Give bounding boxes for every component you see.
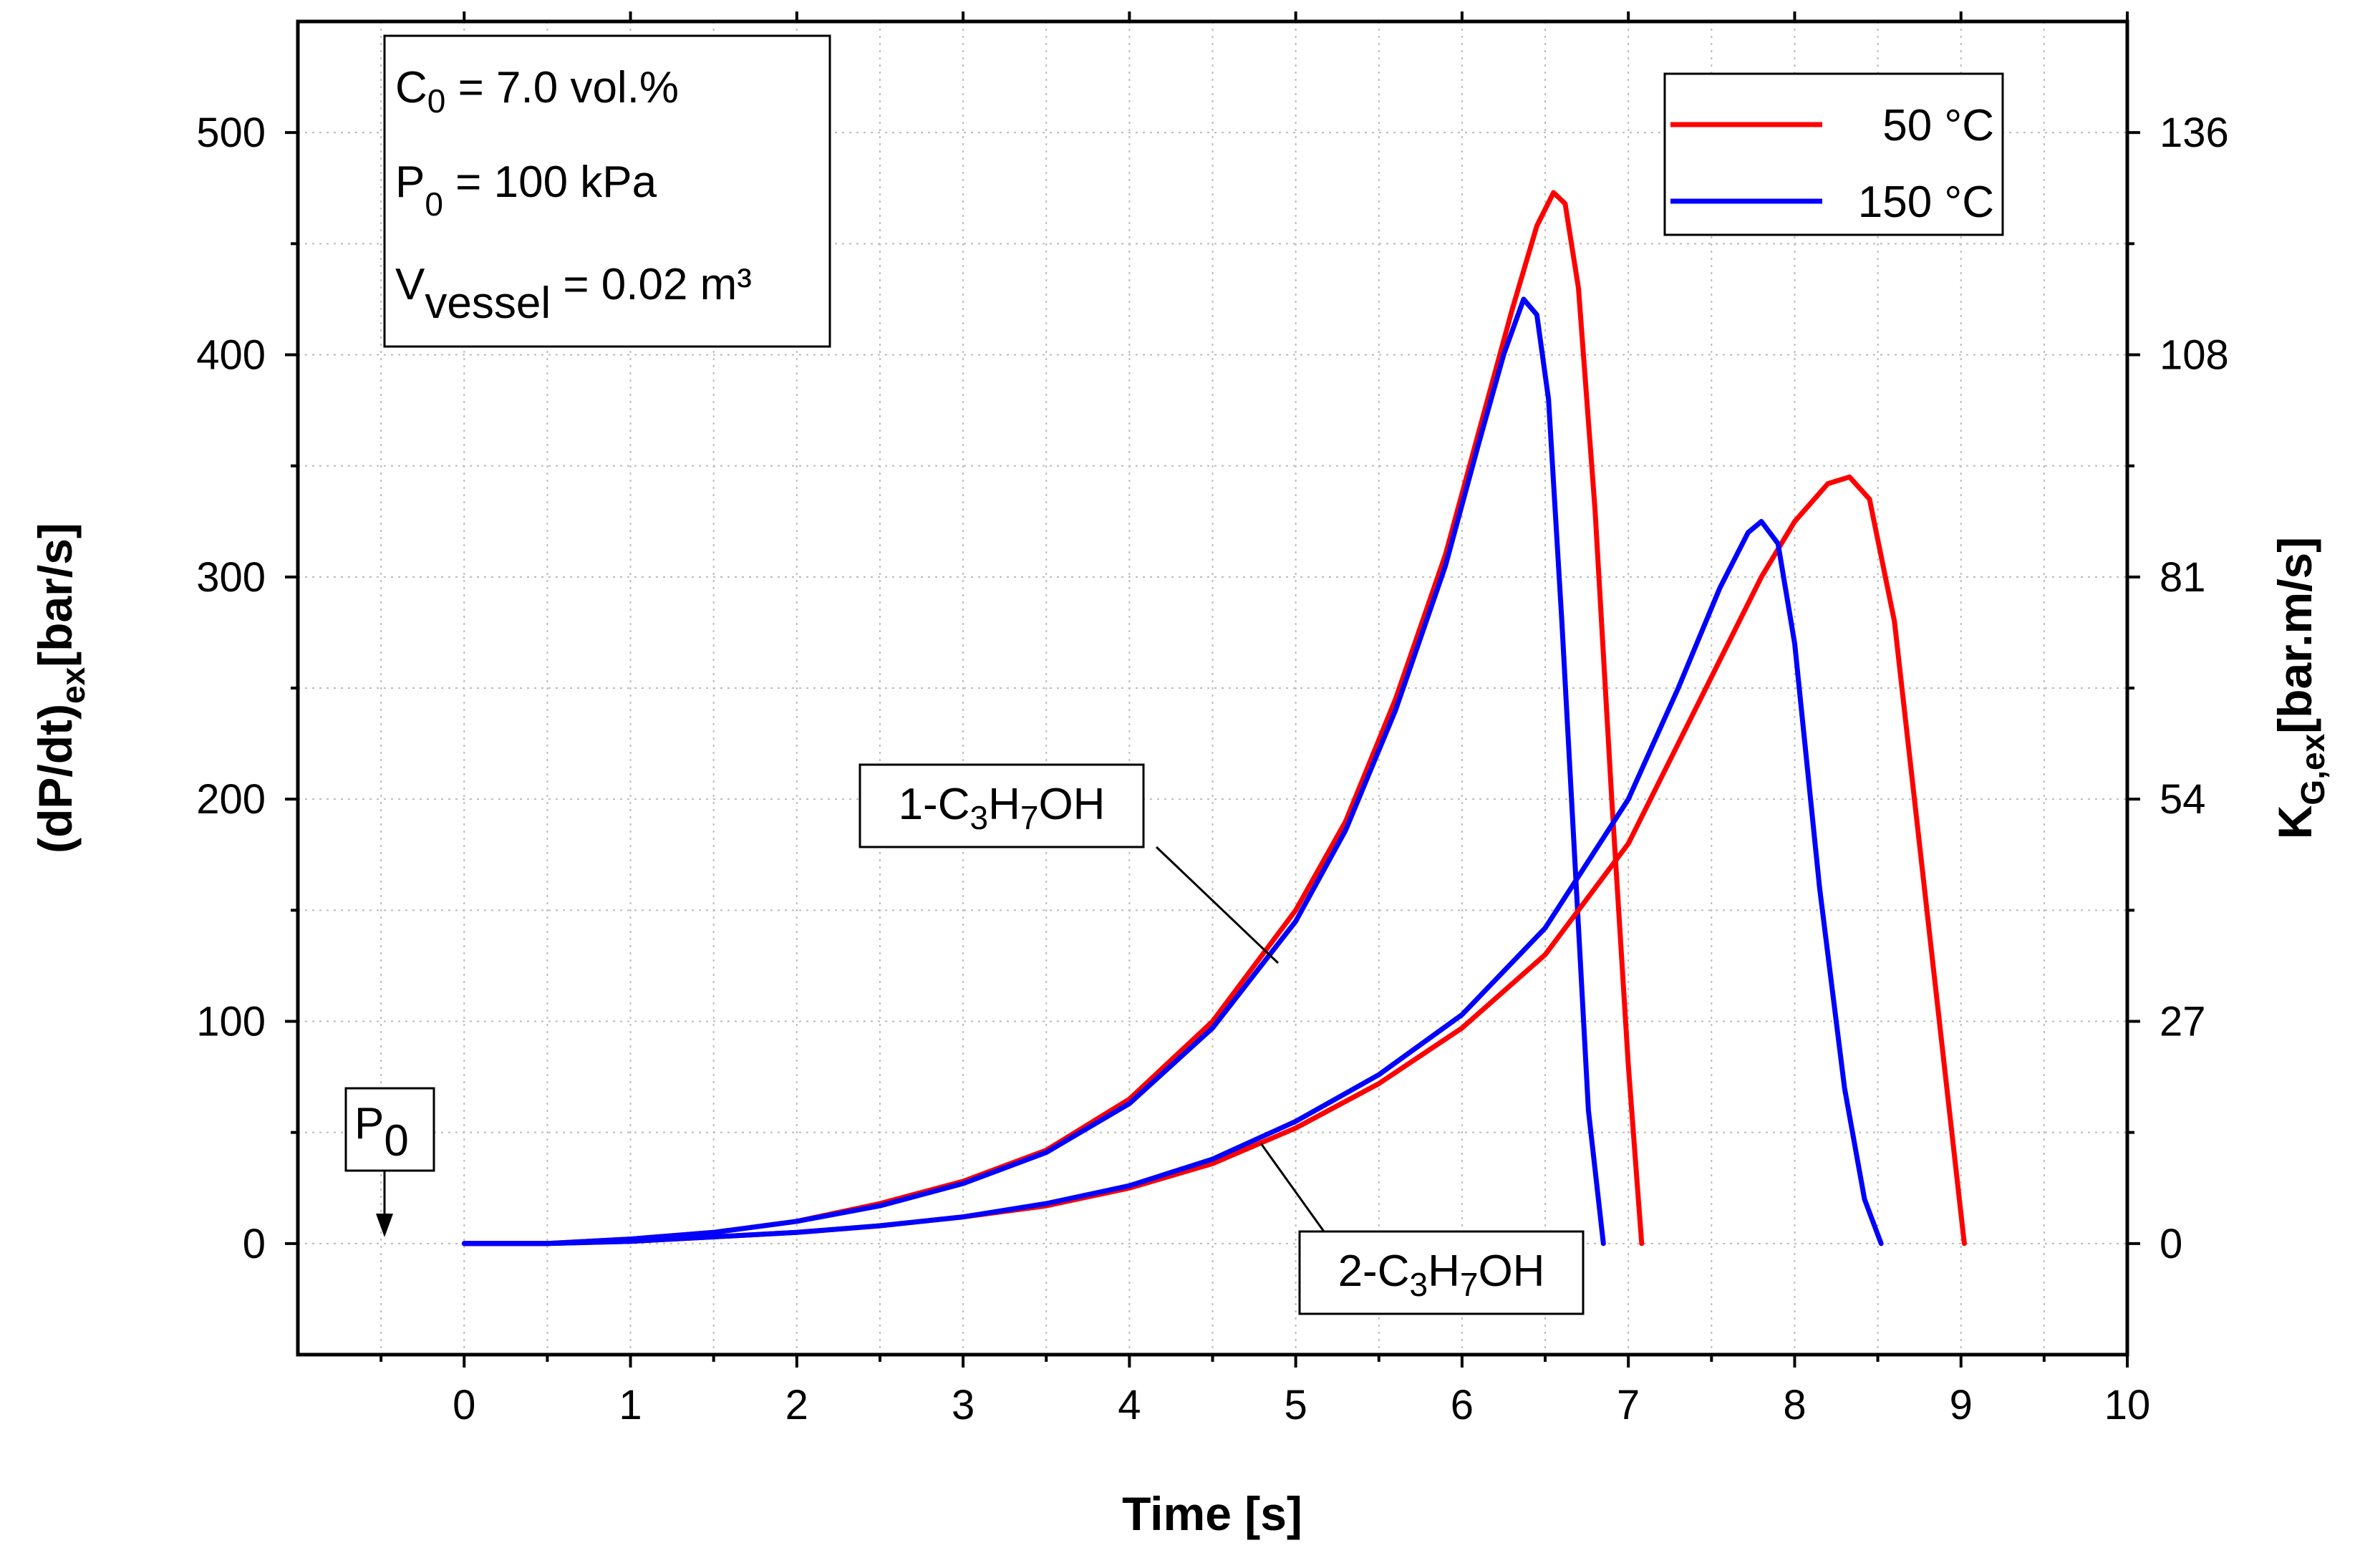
y2-tick-label: 136 [2160, 110, 2229, 156]
annotation-1-propanol: 1-C3H7OH [859, 763, 1280, 964]
annotation-2-propanol-text: 2-C3H7OH [1338, 1247, 1545, 1303]
y-axis-title-unit: [bar/s] [29, 523, 82, 667]
annotation-1-propanol-box [859, 763, 1145, 848]
conditions-box: C0 = 7.0 vol.% P0 = 100 kPa Vvessel = 0.… [383, 34, 831, 348]
annotation-p0-box [344, 1087, 435, 1172]
y-tick-label: 100 [196, 999, 266, 1045]
condition-v: Vvessel = 0.02 m³ [395, 260, 752, 328]
series-group [461, 190, 1967, 1247]
legend: 50 °C 150 °C [1663, 72, 2004, 236]
y2-tick-label: 81 [2160, 554, 2206, 601]
y2-tick-label: 27 [2160, 999, 2206, 1045]
legend-label-150c: 150 °C [1858, 178, 1994, 227]
x-tick-label: 4 [1118, 1382, 1141, 1428]
y-tick-label: 0 [243, 1221, 266, 1267]
y2-axis-title-unit: [bar.m/s] [2268, 537, 2321, 734]
y-axis-title-sub: ex [54, 667, 92, 704]
conditions-box-frame [383, 34, 831, 348]
ticks: 0 1 2 3 4 5 6 7 8 9 100100200300400500027548110813… [196, 11, 2229, 1428]
annotation-p0-arrowhead [376, 1214, 393, 1237]
legend-label-50c: 50 °C [1882, 101, 1994, 150]
condition-c0: C0 = 7.0 vol.% [395, 63, 679, 120]
x-tick-label: 8 [1783, 1382, 1806, 1428]
x-tick-label: 10 [2104, 1382, 2151, 1428]
annotation-p0-text: P0 [354, 1099, 409, 1166]
y2-tick-label: 54 [2160, 776, 2206, 823]
series-line-4 [461, 518, 1884, 1247]
x-tick-label: 2 [785, 1382, 808, 1428]
y2-tick-label: 0 [2160, 1221, 2182, 1267]
y-tick-label: 300 [196, 554, 266, 601]
y2-axis-title-main: K [2268, 805, 2321, 839]
condition-p0: P0 = 100 kPa [395, 158, 657, 223]
y2-axis-title: KG,ex[bar.m/s] [2268, 537, 2331, 840]
annotation-p0: P0 [344, 1087, 435, 1237]
annotation-2-propanol-box [1298, 1230, 1585, 1315]
y-tick-label: 400 [196, 332, 266, 379]
series-line-2 [461, 296, 1606, 1247]
x-tick-label: 1 [619, 1382, 642, 1428]
x-tick-label: 6 [1451, 1382, 1474, 1428]
y-axis-title-main: (dP/dt) [29, 704, 82, 853]
x-axis-title: Time [s] [1122, 1487, 1302, 1540]
y2-tick-label: 108 [2160, 332, 2229, 379]
y2-axis-title-sub: G,ex [2294, 733, 2331, 805]
annotation-2-propanol: 2-C3H7OH [1259, 1143, 1585, 1315]
x-tick-label: 7 [1617, 1382, 1640, 1428]
annotation-2-propanol-leader [1259, 1143, 1325, 1232]
legend-frame [1663, 72, 2004, 236]
x-tick-label: 5 [1285, 1382, 1307, 1428]
y-tick-label: 500 [196, 110, 266, 156]
y-tick-label: 200 [196, 776, 266, 823]
x-tick-label: 9 [1950, 1382, 1973, 1428]
annotation-1-propanol-text: 1-C3H7OH [899, 780, 1106, 836]
y-axis-title: (dP/dt)ex[bar/s] [29, 523, 92, 853]
annotation-1-propanol-leader [1155, 846, 1280, 964]
x-tick-label: 3 [952, 1382, 974, 1428]
x-tick-label: 0 [453, 1382, 475, 1428]
